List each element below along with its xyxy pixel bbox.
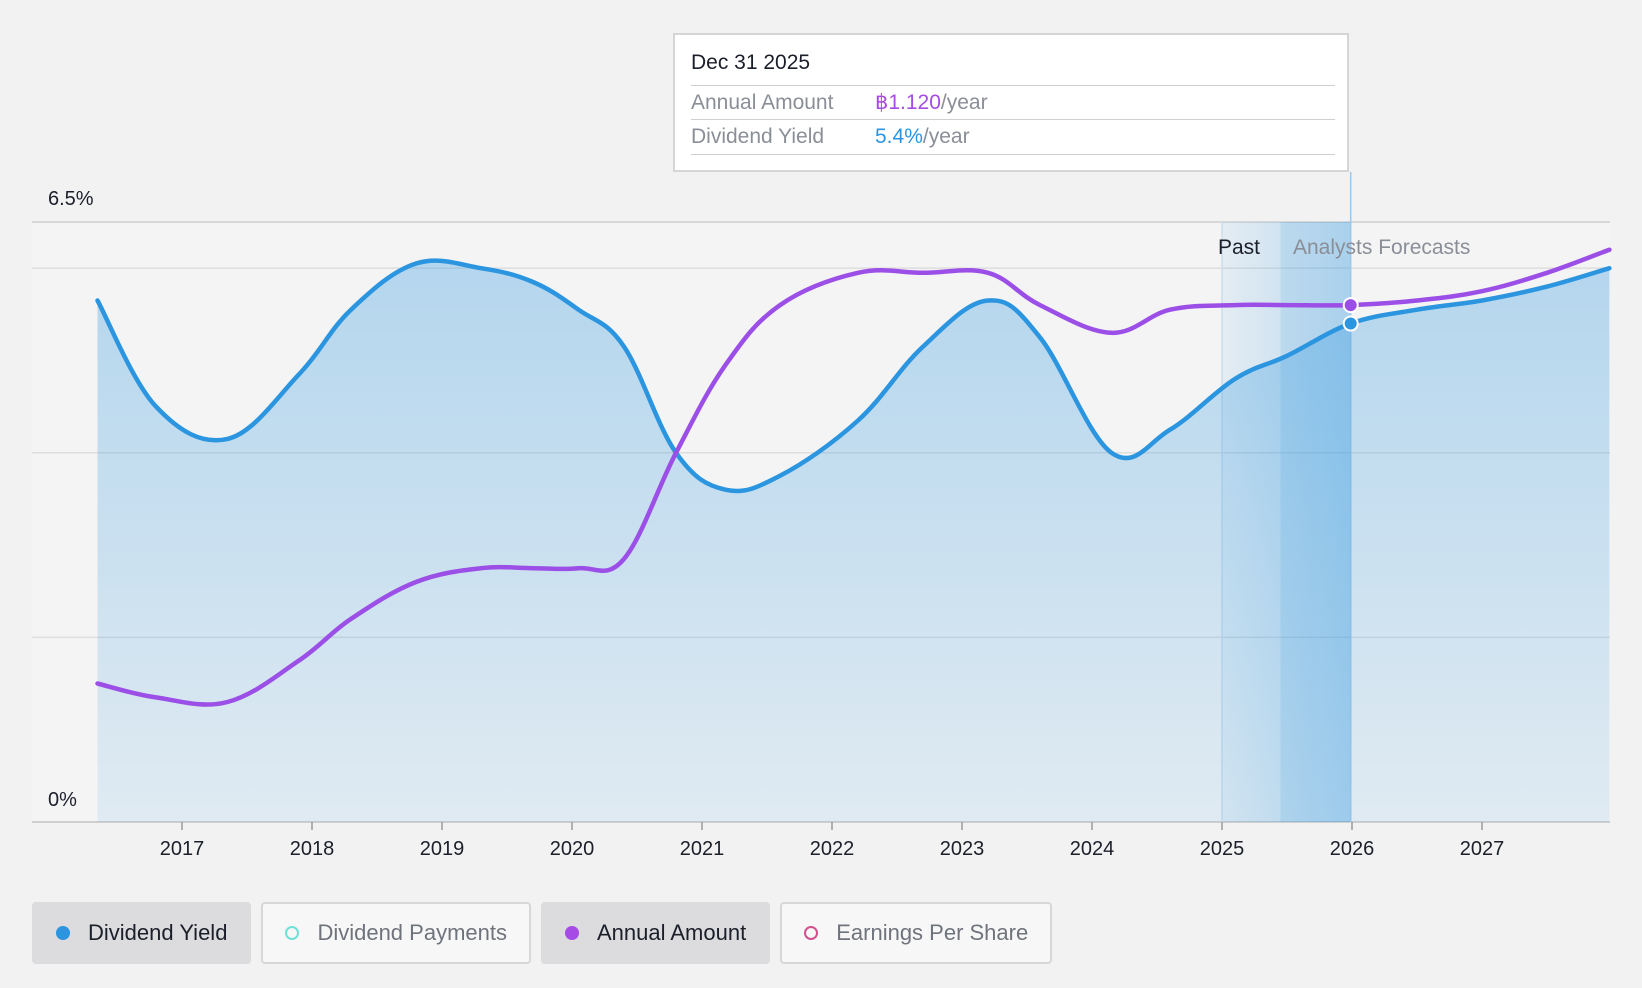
x-tick-label: 2022 [810,838,855,860]
x-tick-label: 2018 [290,838,335,860]
x-tick-label: 2021 [680,838,725,860]
y-axis-top-label: 6.5% [48,188,94,210]
legend-dividend-payments-button[interactable]: Dividend Payments [261,902,531,964]
legend-dot-icon [804,926,819,940]
tooltip-unit: /year [940,91,988,114]
y-axis-bottom-label: 0% [48,789,77,811]
x-tick-label: 2026 [1330,838,1375,860]
x-tick-label: 2027 [1460,838,1505,860]
tooltip-row-annual-amount: Annual Amount ฿1.120/year [691,85,1335,120]
tooltip-unit: /year [922,125,970,148]
x-tick-label: 2017 [160,838,205,860]
legend-dividend-yield-button[interactable]: Dividend Yield [32,902,252,964]
tooltip-amount-value: ฿1.120 [875,91,941,114]
dividend-yield-line [95,258,1612,494]
dividend-yield-area [97,260,1610,822]
legend: Dividend Yield Dividend Payments Annual … [32,902,1053,964]
series-lines [95,247,1612,707]
annual-amount-hover-marker [1342,297,1359,314]
hover-tooltip: Dec 31 2025 Annual Amount ฿1.120/year Di… [673,33,1349,172]
x-tick-label: 2025 [1200,838,1245,860]
tooltip-yield-value: 5.4% [875,125,923,148]
x-axis-ticks: 2017 2018 2019 2020 2021 2022 2023 2024 2025 2026… [160,822,1505,860]
x-tick-label: 2020 [550,838,595,860]
hover-markers [1342,297,1359,332]
legend-dot-icon [56,926,70,940]
yield-area [97,260,1610,822]
axis-labels: 6.5% 0% Past Analysts Forecasts [48,188,1470,811]
dividend-yield-hover-marker [1342,315,1359,332]
legend-label: Earnings Per Share [836,920,1029,945]
x-tick-label: 2023 [940,838,985,860]
legend-label: Annual Amount [596,920,747,945]
forecast-label: Analysts Forecasts [1293,236,1470,259]
tooltip-label: Dividend Yield [691,125,825,148]
legend-annual-amount-button[interactable]: Annual Amount [540,902,771,964]
x-tick-label: 2024 [1070,838,1115,860]
tooltip-value: ฿1.120/year [875,86,988,120]
legend-earnings-per-share-button[interactable]: Earnings Per Share [780,902,1053,964]
tooltip-date: Dec 31 2025 [691,51,811,74]
legend-dot-icon [285,926,300,940]
tooltip-value: 5.4%/year [875,120,970,154]
tooltip-row-dividend-yield: Dividend Yield 5.4%/year [691,119,1335,155]
past-label: Past [1218,236,1260,259]
legend-label: Dividend Payments [317,920,507,945]
tooltip-label: Annual Amount [691,91,834,114]
x-tick-label: 2019 [420,838,465,860]
legend-dot-icon [564,926,579,940]
annual-amount-line [95,247,1612,707]
legend-label: Dividend Yield [88,920,228,945]
